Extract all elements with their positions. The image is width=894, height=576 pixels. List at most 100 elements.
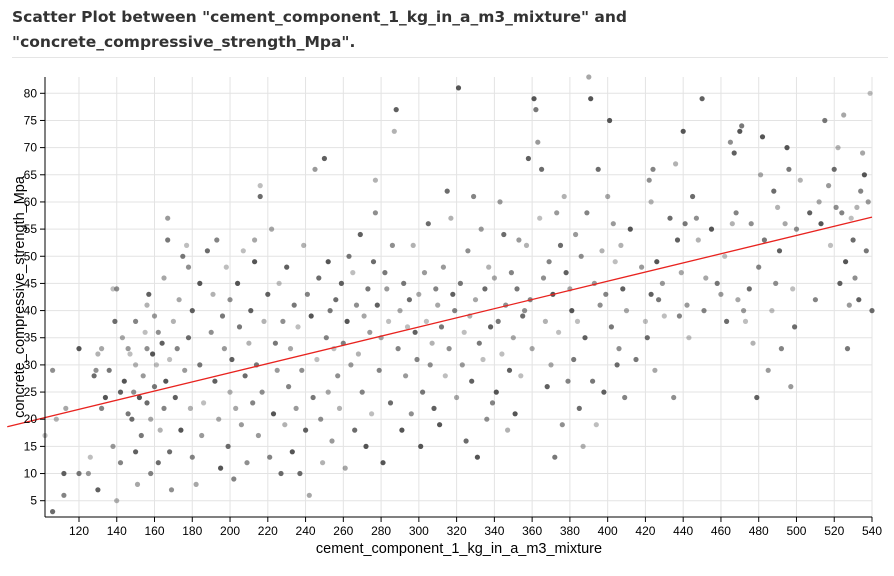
data-point (822, 117, 828, 124)
data-point (701, 308, 707, 314)
data-point (474, 454, 480, 460)
data-point (488, 324, 494, 330)
data-point (159, 340, 165, 346)
data-point (380, 460, 386, 466)
data-point (742, 318, 749, 324)
data-point (395, 346, 401, 352)
data-point (297, 470, 303, 477)
data-point (542, 318, 549, 324)
data-point (291, 302, 297, 308)
data-point (471, 193, 477, 200)
data-point (167, 449, 173, 455)
data-point (323, 335, 329, 341)
x-tick-label: 340 (484, 524, 504, 538)
data-point (850, 237, 856, 243)
data-point (418, 443, 424, 449)
data-point (612, 259, 618, 265)
data-point (221, 346, 227, 352)
data-point (342, 465, 348, 471)
data-point (469, 378, 475, 384)
data-point (163, 378, 169, 384)
data-point (248, 308, 254, 314)
data-point (401, 280, 407, 286)
data-point (472, 297, 479, 303)
data-point (320, 460, 326, 466)
data-point (540, 275, 547, 281)
data-point (718, 291, 724, 297)
data-point (771, 188, 777, 194)
data-point (257, 193, 263, 200)
data-point (372, 177, 378, 183)
data-point (463, 438, 469, 444)
data-point (157, 427, 163, 433)
data-point (497, 199, 503, 205)
data-point (102, 394, 108, 401)
data-point (724, 318, 730, 324)
data-point (63, 405, 69, 411)
data-point (576, 405, 582, 411)
data-point (444, 188, 450, 194)
data-point (370, 259, 377, 265)
data-point (661, 313, 667, 319)
data-point (656, 297, 662, 303)
data-point (680, 128, 686, 134)
data-point (676, 313, 683, 319)
data-point (512, 411, 518, 417)
data-point (446, 346, 452, 352)
data-point (50, 367, 56, 373)
data-point (365, 286, 371, 292)
data-point (338, 280, 344, 286)
data-point (259, 389, 265, 395)
data-point (690, 193, 696, 200)
data-point (238, 422, 244, 428)
data-point (776, 248, 783, 254)
data-point (121, 378, 127, 384)
data-point (784, 145, 790, 151)
data-point (505, 427, 511, 433)
data-point (282, 422, 288, 428)
data-point (289, 449, 295, 455)
data-point (201, 400, 207, 406)
data-point (87, 454, 93, 460)
data-point (261, 318, 267, 324)
data-point (518, 373, 524, 379)
data-point (678, 270, 684, 276)
data-point (522, 308, 528, 314)
data-point (548, 362, 554, 368)
data-point (569, 308, 575, 314)
data-point (856, 297, 862, 303)
data-point (535, 139, 541, 145)
data-point (423, 318, 429, 324)
data-point (714, 280, 720, 286)
data-point (274, 367, 280, 373)
data-point (155, 460, 161, 466)
data-point (420, 389, 426, 395)
data-point (276, 280, 282, 286)
data-point (601, 389, 607, 395)
chart-title-container: Scatter Plot between "cement_component_1… (12, 5, 872, 55)
x-tick-label: 480 (749, 524, 769, 538)
x-tick-label: 160 (144, 524, 164, 538)
data-point (580, 443, 586, 449)
data-point (410, 242, 416, 248)
data-point (454, 394, 460, 401)
data-point (695, 237, 701, 243)
data-point (148, 416, 154, 422)
x-tick-label: 360 (522, 524, 542, 538)
data-point (318, 416, 324, 422)
data-point (674, 237, 681, 243)
data-point (306, 492, 312, 498)
data-point (863, 248, 869, 254)
data-point (134, 481, 141, 487)
data-point (336, 405, 343, 411)
data-point (382, 270, 388, 276)
data-point (708, 226, 715, 232)
data-point (110, 286, 116, 292)
regression-line-layer (7, 216, 873, 428)
data-point (739, 123, 745, 129)
data-point (848, 215, 854, 221)
data-point (761, 237, 768, 243)
data-point (210, 291, 216, 297)
y-tick-label: 65 (24, 168, 38, 182)
data-point (348, 362, 354, 368)
